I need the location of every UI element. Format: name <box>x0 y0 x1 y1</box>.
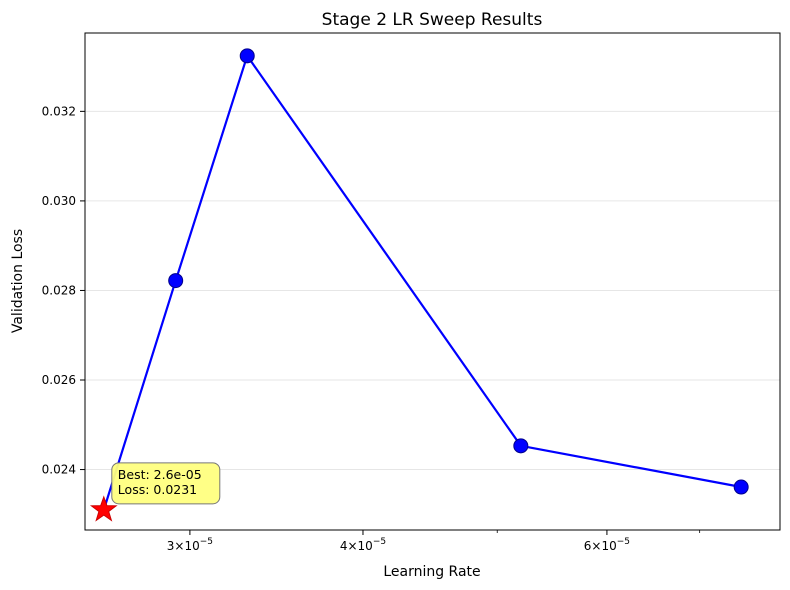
best-star-icon <box>89 495 118 522</box>
markers-layer <box>89 48 749 522</box>
data-point <box>239 48 255 64</box>
y-axis: 0.024 0.026 0.028 0.030 0.032 <box>42 104 85 477</box>
grid-lines <box>85 110 780 471</box>
data-point <box>168 273 184 289</box>
plot-frame <box>84 32 781 531</box>
annotation-line: Best: 2.6e-05 <box>118 467 202 482</box>
y-axis-title: Validation Loss <box>10 229 26 333</box>
data-point <box>733 479 749 495</box>
x-tick-label: 3×10−5 <box>167 537 213 553</box>
x-tick-label: 4×10−5 <box>340 537 386 553</box>
series-layer <box>102 54 742 511</box>
y-tick-label: 0.028 <box>42 283 76 297</box>
annotation-line: Loss: 0.0231 <box>118 482 197 497</box>
x-axis: 3×10−5 4×10−5 6×10−5 <box>167 530 701 553</box>
x-axis-title: Learning Rate <box>383 564 480 580</box>
series-line <box>102 54 742 511</box>
x-tick-label: 6×10−5 <box>584 537 630 553</box>
y-tick-label: 0.030 <box>42 194 76 208</box>
chart-title: Stage 2 LR Sweep Results <box>322 10 543 30</box>
y-tick-label: 0.024 <box>42 463 76 477</box>
y-tick-label: 0.032 <box>42 104 76 118</box>
annotation-box <box>111 462 221 505</box>
data-point <box>513 438 529 454</box>
y-tick-label: 0.026 <box>42 373 76 387</box>
